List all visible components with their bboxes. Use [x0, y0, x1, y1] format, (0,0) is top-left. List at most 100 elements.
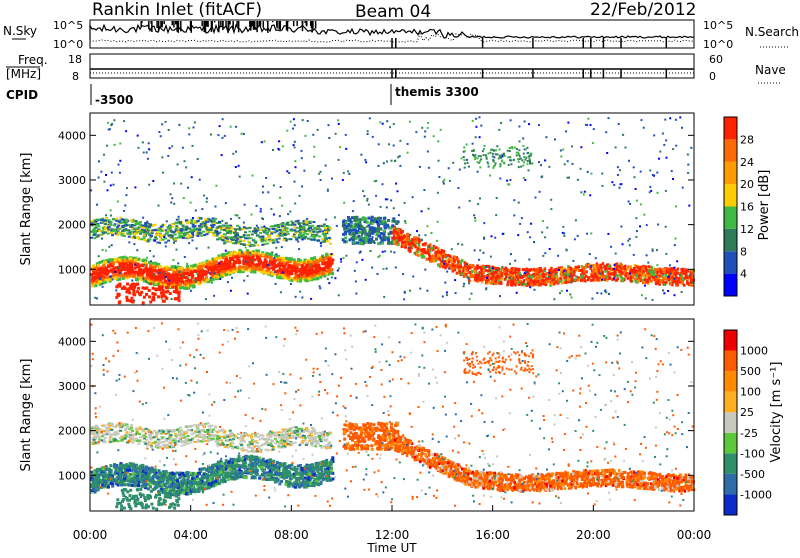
range-gate-cell: [309, 221, 312, 223]
range-gate-cell: [405, 222, 407, 224]
range-gate-cell: [110, 221, 113, 223]
range-gate-cell: [555, 273, 557, 275]
range-gate-cell: [178, 216, 180, 218]
range-gate-cell: [389, 126, 391, 128]
range-gate-cell: [475, 126, 477, 128]
range-gate-cell: [383, 268, 385, 270]
range-gate-cell: [273, 259, 276, 262]
range-gate-cell: [423, 189, 425, 191]
range-gate-cell: [424, 130, 426, 132]
range-gate-cell: [211, 269, 214, 272]
range-gate-cell: [225, 273, 228, 276]
range-gate-cell: [549, 248, 551, 250]
range-gate-cell: [446, 271, 448, 273]
range-gate-cell: [499, 295, 501, 297]
range-gate-cell: [175, 228, 178, 230]
range-gate-cell: [303, 226, 306, 228]
range-gate-cell: [564, 163, 566, 165]
range-gate-cell: [409, 249, 412, 252]
range-gate-cell: [594, 264, 597, 267]
range-gate-cell: [219, 278, 221, 280]
range-gate-cell: [155, 229, 158, 231]
range-gate-cell: [426, 251, 429, 254]
range-gate-cell: [188, 277, 190, 279]
range-gate-cell: [215, 230, 217, 232]
range-gate-cell: [376, 229, 379, 232]
range-gate-cell: [230, 126, 232, 128]
range-gate-cell: [457, 266, 460, 269]
range-gate-cell: [660, 271, 663, 274]
range-gate-cell: [105, 174, 107, 176]
range-gate-cell: [629, 273, 631, 275]
range-gate-cell: [277, 264, 280, 267]
range-gate-cell: [383, 217, 386, 220]
range-gate-cell: [193, 220, 196, 222]
range-gate-cell: [178, 233, 181, 235]
range-gate-cell: [377, 235, 380, 238]
range-gate-cell: [132, 271, 135, 274]
range-gate-cell: [348, 228, 351, 231]
range-gate-cell: [205, 298, 207, 300]
range-gate-cell: [251, 262, 254, 265]
range-gate-cell: [153, 274, 155, 276]
range-gate-cell: [236, 225, 239, 227]
range-gate-cell: [278, 276, 281, 279]
range-gate-cell: [217, 226, 220, 228]
range-gate-cell: [674, 272, 677, 275]
range-gate-cell: [136, 249, 138, 251]
range-gate-cell: [294, 261, 297, 264]
range-gate-cell: [280, 231, 283, 233]
range-gate-cell: [302, 223, 305, 225]
range-gate-cell: [323, 241, 326, 243]
range-gate-cell: [338, 159, 340, 161]
range-gate-cell: [620, 264, 623, 267]
range-gate-cell: [207, 221, 210, 223]
range-gate-cell: [168, 129, 170, 131]
range-gate-cell: [317, 261, 320, 264]
range-gate-cell: [313, 146, 315, 148]
range-gate-cell: [174, 222, 177, 224]
range-gate-cell: [567, 160, 569, 162]
range-gate-cell: [129, 257, 132, 260]
range-gate-cell: [194, 121, 196, 123]
range-gate-cell: [192, 145, 194, 147]
range-gate-cell: [437, 247, 440, 250]
range-gate-cell: [220, 235, 223, 237]
range-gate-cell: [643, 274, 646, 277]
range-gate-cell: [530, 223, 532, 225]
range-gate-cell: [307, 261, 310, 264]
range-gate-cell: [339, 146, 341, 148]
range-gate-cell: [652, 270, 654, 272]
range-gate-cell: [320, 242, 322, 244]
range-gate-cell: [600, 264, 603, 267]
range-gate-cell: [268, 265, 270, 267]
range-gate-cell: [290, 283, 292, 285]
freq-tick-bottom: 8: [72, 70, 79, 83]
range-gate-cell: [375, 238, 378, 241]
range-gate-cell: [442, 296, 444, 298]
range-gate-cell: [567, 268, 570, 271]
range-gate-cell: [200, 235, 203, 237]
range-gate-cell: [141, 259, 144, 262]
range-gate-cell: [519, 140, 521, 142]
range-gate-cell: [349, 220, 351, 222]
range-gate-cell: [591, 173, 593, 175]
range-gate-cell: [198, 278, 201, 281]
range-gate-cell: [286, 271, 289, 274]
range-gate-cell: [316, 277, 319, 280]
range-gate-cell: [518, 272, 521, 275]
range-gate-cell: [220, 261, 223, 264]
cpid-entry-2: themis 3300: [395, 85, 479, 99]
range-gate-cell: [97, 264, 100, 267]
range-gate-cell: [492, 267, 494, 269]
range-gate-cell: [550, 285, 552, 287]
range-gate-cell: [176, 219, 178, 221]
range-gate-cell: [596, 276, 599, 279]
range-gate-cell: [469, 275, 472, 278]
range-gate-cell: [555, 280, 558, 283]
range-gate-cell: [451, 248, 453, 250]
range-gate-cell: [615, 146, 617, 148]
range-gate-cell: [121, 230, 124, 232]
range-gate-cell: [171, 235, 174, 237]
